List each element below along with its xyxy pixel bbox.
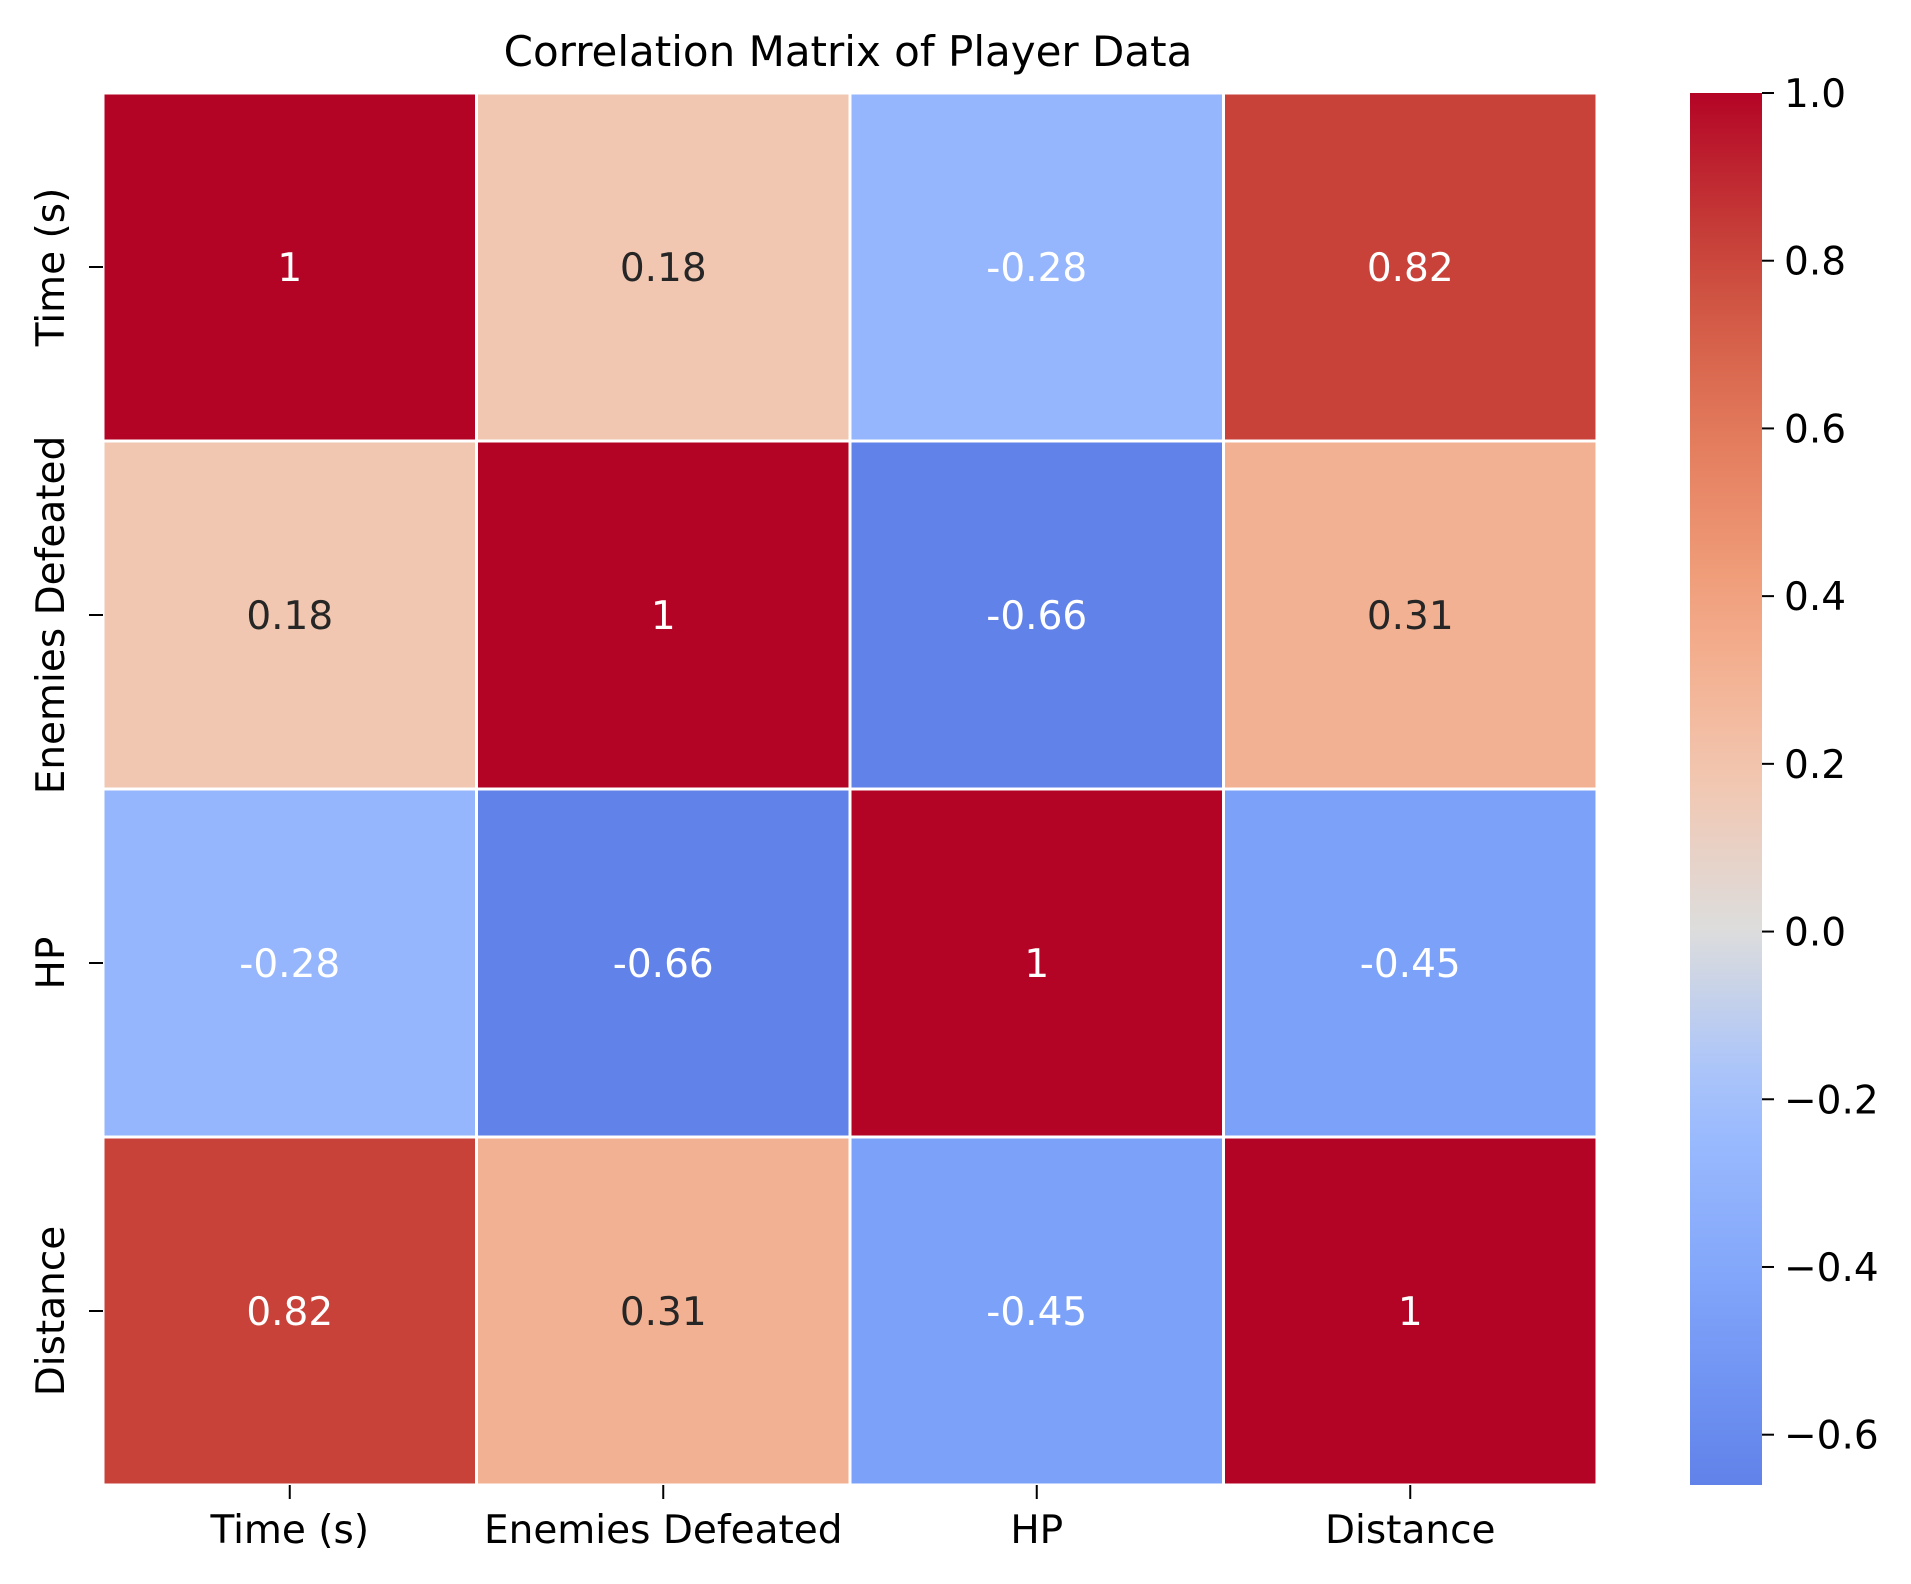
x-tick-label: Distance bbox=[1325, 1508, 1496, 1553]
cell-value-label: -0.28 bbox=[986, 246, 1087, 291]
heatmap-cell bbox=[1222, 1135, 1599, 1487]
x-axis: Time (s) Enemies Defeated HP Distance bbox=[209, 1485, 1496, 1553]
cell-value-label: 1 bbox=[1398, 1290, 1423, 1335]
cell-value-label: 1 bbox=[1024, 942, 1049, 987]
heatmap-cell bbox=[475, 1135, 852, 1487]
colorbar-tick-label: 0.0 bbox=[1784, 911, 1846, 956]
y-tick-label: Enemies Defeated bbox=[29, 436, 74, 795]
x-tick-label: HP bbox=[1010, 1508, 1063, 1553]
y-tick-label: Time (s) bbox=[29, 188, 74, 348]
cell-value-label: -0.66 bbox=[613, 942, 714, 987]
colorbar-tick-label: −0.4 bbox=[1784, 1246, 1879, 1291]
cell-value-label: 1 bbox=[651, 594, 676, 639]
y-axis: Time (s) Enemies Defeated HP Distance bbox=[29, 188, 103, 1397]
cell-value-label: 0.82 bbox=[246, 1290, 333, 1335]
colorbar-tick-label: 0.2 bbox=[1784, 743, 1846, 788]
heatmap-cell bbox=[475, 439, 852, 791]
colorbar: 1.0 0.8 0.6 0.4 0.2 0.0 −0.2 −0.4 −0.6 bbox=[1690, 72, 1879, 1485]
y-tick-label: Distance bbox=[29, 1226, 74, 1397]
cell-value-label: -0.45 bbox=[1360, 942, 1461, 987]
heatmap-cell bbox=[848, 91, 1225, 443]
cell-value-label: 0.18 bbox=[246, 594, 333, 639]
cell-value-label: 0.31 bbox=[1367, 594, 1454, 639]
x-tick-label: Enemies Defeated bbox=[484, 1508, 843, 1553]
cell-value-label: 0.18 bbox=[620, 246, 707, 291]
colorbar-tick-label: 0.6 bbox=[1784, 407, 1846, 452]
colorbar-tick-label: 0.8 bbox=[1784, 240, 1846, 285]
colorbar-gradient bbox=[1690, 93, 1762, 1485]
heatmap-cell bbox=[101, 1135, 478, 1487]
cell-value-labels: 1 0.18 -0.28 0.82 0.18 1 -0.66 0.31 -0.28 -0.66 1 -… bbox=[239, 246, 1460, 1335]
heatmap-cell bbox=[848, 1135, 1225, 1487]
cell-value-label: -0.28 bbox=[239, 942, 340, 987]
colorbar-tick-label: −0.2 bbox=[1784, 1078, 1879, 1123]
heatmap-cells bbox=[101, 91, 1599, 1487]
cell-value-label: 1 bbox=[277, 246, 302, 291]
cell-value-label: 0.82 bbox=[1367, 246, 1454, 291]
heatmap-cell bbox=[1222, 91, 1599, 443]
heatmap-cell bbox=[1222, 439, 1599, 791]
cell-value-label: -0.45 bbox=[986, 1290, 1087, 1335]
colorbar-tick-label: −0.6 bbox=[1784, 1414, 1879, 1459]
colorbar-tick-label: 1.0 bbox=[1784, 72, 1846, 117]
heatmap-cell bbox=[1222, 787, 1599, 1139]
heatmap-cell bbox=[101, 439, 478, 791]
cell-value-label: -0.66 bbox=[986, 594, 1087, 639]
cell-value-label: 0.31 bbox=[620, 1290, 707, 1335]
x-tick-label: Time (s) bbox=[209, 1508, 369, 1553]
heatmap-cell bbox=[475, 787, 852, 1139]
colorbar-tick-label: 0.4 bbox=[1784, 575, 1846, 620]
chart-title: Correlation Matrix of Player Data bbox=[504, 27, 1193, 76]
y-tick-label: HP bbox=[29, 937, 74, 990]
heatmap-cell bbox=[101, 91, 478, 443]
heatmap-cell bbox=[475, 91, 852, 443]
